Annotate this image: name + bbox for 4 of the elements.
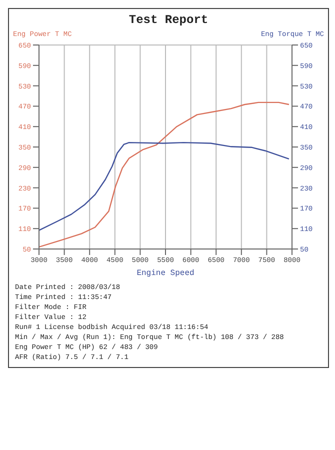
line-series — [39, 102, 290, 248]
line-series — [39, 142, 290, 231]
chart-title: Test Report — [128, 12, 210, 29]
x-axis-title: Engine Speed — [136, 269, 195, 278]
